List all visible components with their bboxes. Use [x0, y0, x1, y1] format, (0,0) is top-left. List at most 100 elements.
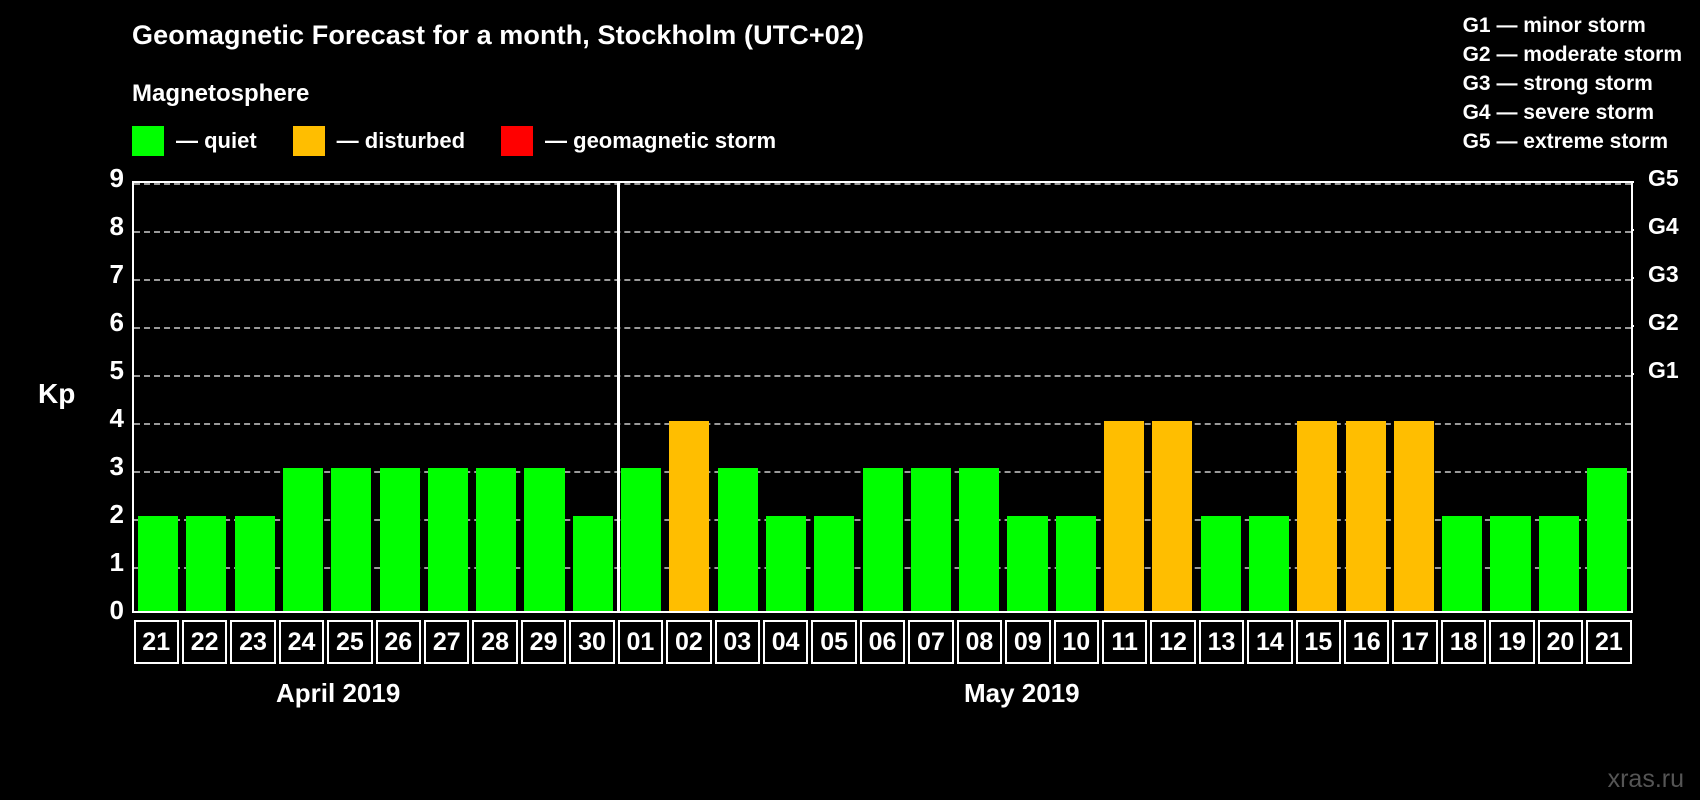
- legend-item: — disturbed: [292, 126, 501, 156]
- bar-cell[interactable]: [279, 183, 327, 611]
- bar[interactable]: [717, 468, 758, 611]
- bar-cell[interactable]: [569, 183, 617, 611]
- bar[interactable]: [1490, 515, 1531, 611]
- bar[interactable]: [669, 420, 710, 611]
- bar-cell[interactable]: [1583, 183, 1631, 611]
- bar[interactable]: [234, 515, 275, 611]
- bar-cell[interactable]: [1293, 183, 1341, 611]
- bar-cell[interactable]: [1245, 183, 1293, 611]
- day-label-box[interactable]: 01: [617, 620, 664, 664]
- bar[interactable]: [186, 515, 227, 611]
- bar-cell[interactable]: [1197, 183, 1245, 611]
- bar-cell[interactable]: [327, 183, 375, 611]
- plot-area: [132, 181, 1633, 613]
- bar[interactable]: [572, 515, 613, 611]
- bar[interactable]: [476, 468, 517, 611]
- bar-cell[interactable]: [1438, 183, 1486, 611]
- day-label-box[interactable]: 26: [375, 620, 422, 664]
- day-label-box[interactable]: 13: [1198, 620, 1245, 664]
- bar[interactable]: [814, 515, 855, 611]
- day-label-box[interactable]: 06: [859, 620, 906, 664]
- bar[interactable]: [1538, 515, 1579, 611]
- bar-cell[interactable]: [1341, 183, 1389, 611]
- day-label-box[interactable]: 23: [230, 620, 276, 664]
- day-label-box[interactable]: 14: [1247, 620, 1293, 664]
- bar-cell[interactable]: [1390, 183, 1438, 611]
- day-label-box[interactable]: 25: [327, 620, 373, 664]
- bar[interactable]: [959, 468, 1000, 611]
- bar-cell[interactable]: [1486, 183, 1534, 611]
- day-label-box[interactable]: 24: [278, 620, 325, 664]
- bar[interactable]: [1248, 515, 1290, 611]
- day-label-box[interactable]: 19: [1489, 620, 1535, 664]
- day-label-box[interactable]: 12: [1150, 620, 1196, 664]
- day-label-box[interactable]: 03: [714, 620, 760, 664]
- bar[interactable]: [1442, 515, 1483, 611]
- bar-cell[interactable]: [1535, 183, 1583, 611]
- bar[interactable]: [1104, 420, 1145, 611]
- day-label-box[interactable]: 16: [1344, 620, 1390, 664]
- disturbed-swatch: [292, 126, 325, 156]
- day-label-box[interactable]: 07: [908, 620, 954, 664]
- day-label-box[interactable]: 27: [424, 620, 470, 664]
- bar-cell[interactable]: [810, 183, 858, 611]
- bar-cell[interactable]: [375, 183, 423, 611]
- bar[interactable]: [524, 468, 565, 611]
- bar[interactable]: [283, 468, 324, 611]
- bar[interactable]: [331, 468, 372, 611]
- bar[interactable]: [1345, 420, 1386, 611]
- day-label-box[interactable]: 02: [666, 620, 712, 664]
- day-label-box[interactable]: 21: [1586, 620, 1632, 664]
- day-label-box[interactable]: 30: [569, 620, 615, 664]
- bar-cell[interactable]: [907, 183, 955, 611]
- day-label-box[interactable]: 04: [762, 620, 809, 664]
- bar-cell[interactable]: [520, 183, 568, 611]
- bar-cell[interactable]: [1148, 183, 1196, 611]
- bar[interactable]: [765, 515, 807, 611]
- day-label-box[interactable]: 08: [956, 620, 1003, 664]
- bar-cell[interactable]: [858, 183, 906, 611]
- day-label-box[interactable]: 28: [472, 620, 518, 664]
- bar[interactable]: [1587, 468, 1628, 611]
- bar-cell[interactable]: [762, 183, 810, 611]
- day-label-box[interactable]: 11: [1101, 620, 1148, 664]
- bar[interactable]: [427, 468, 468, 611]
- g-axis-tick-label: G4: [1648, 213, 1679, 239]
- bar[interactable]: [1007, 515, 1048, 611]
- day-label-box[interactable]: 10: [1053, 620, 1099, 664]
- bar-cell[interactable]: [1100, 183, 1148, 611]
- bar-cell[interactable]: [424, 183, 472, 611]
- bar-cell[interactable]: [617, 183, 665, 611]
- day-label-box[interactable]: 29: [520, 620, 567, 664]
- bar[interactable]: [910, 468, 951, 611]
- bar-cell[interactable]: [665, 183, 713, 611]
- bar[interactable]: [862, 468, 903, 611]
- bar[interactable]: [379, 468, 420, 611]
- bar[interactable]: [1200, 515, 1241, 611]
- bar[interactable]: [1055, 515, 1096, 611]
- day-label-box[interactable]: 20: [1537, 620, 1584, 664]
- g-axis-tick-label: G2: [1648, 309, 1679, 335]
- bar[interactable]: [138, 515, 179, 611]
- bar[interactable]: [621, 468, 662, 611]
- bar[interactable]: [1393, 420, 1434, 611]
- day-label-box[interactable]: 21: [133, 620, 179, 664]
- bar-cell[interactable]: [182, 183, 230, 611]
- storm-swatch: [501, 126, 534, 156]
- bar[interactable]: [1152, 420, 1193, 611]
- day-label-box[interactable]: 15: [1295, 620, 1342, 664]
- bar[interactable]: [1297, 420, 1338, 611]
- day-label-box[interactable]: 18: [1440, 620, 1487, 664]
- day-label-box[interactable]: 09: [1005, 620, 1051, 664]
- bar-cell[interactable]: [1052, 183, 1100, 611]
- day-label-box[interactable]: 17: [1392, 620, 1438, 664]
- day-label-box[interactable]: 22: [181, 620, 228, 664]
- day-label-box[interactable]: 05: [811, 620, 857, 664]
- bar-cell[interactable]: [1003, 183, 1051, 611]
- bar-cell[interactable]: [231, 183, 279, 611]
- quiet-swatch: [132, 126, 164, 156]
- bar-cell[interactable]: [714, 183, 762, 611]
- bar-cell[interactable]: [134, 183, 182, 611]
- bar-cell[interactable]: [472, 183, 520, 611]
- bar-cell[interactable]: [955, 183, 1003, 611]
